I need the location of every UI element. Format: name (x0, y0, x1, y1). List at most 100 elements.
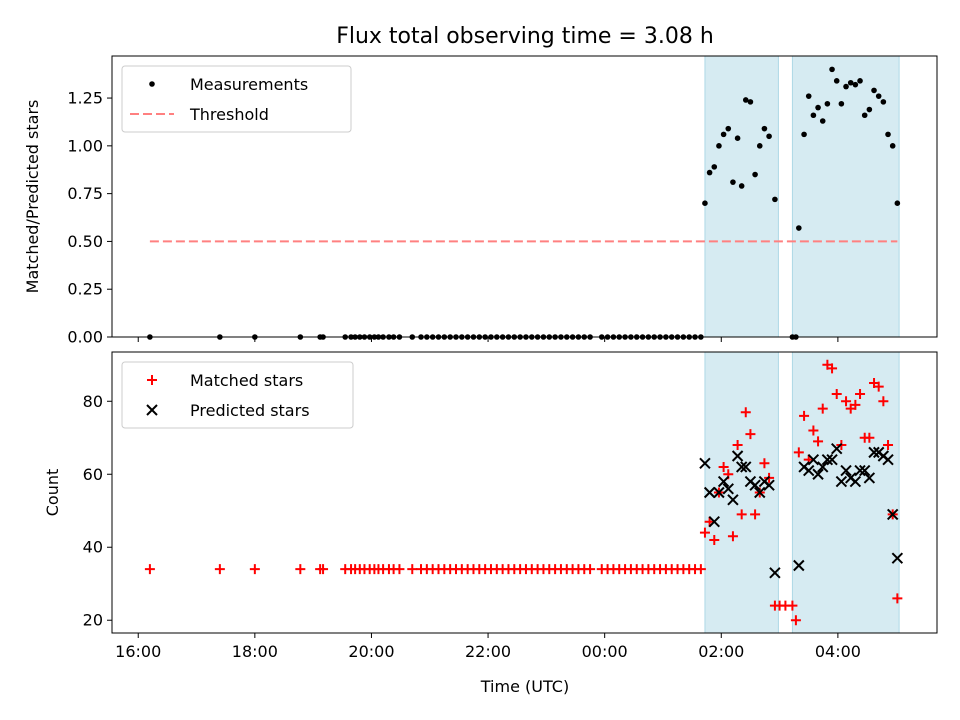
measurement-point (711, 164, 718, 170)
matched-stars-point (214, 564, 225, 575)
matched-stars-point (831, 388, 842, 399)
x-axis-label: Time (UTC) (480, 677, 569, 696)
measurement-point (819, 118, 826, 124)
matched-stars-point (813, 436, 824, 447)
matched-stars-point (144, 564, 155, 575)
count-panel-y-tick-label: 20 (83, 611, 103, 630)
measurement-point (824, 100, 831, 107)
matched-stars-point (892, 593, 903, 604)
ratio-panel-x-ticks (137, 337, 839, 342)
x-tick-label: 02:00 (698, 642, 744, 661)
predicted-stars-point (763, 479, 775, 491)
predicted-stars-point (749, 479, 761, 491)
matched-stars-point (394, 564, 405, 575)
count-panel-shaded-interval (791, 351, 900, 634)
measurement-point (747, 99, 754, 105)
matched-stars-point (841, 396, 852, 407)
measurement-point (894, 200, 901, 206)
predicted-stars-point (708, 515, 720, 528)
ratio-panel-y-tick-label: 0.25 (67, 280, 103, 299)
matched-stars-point (787, 600, 798, 611)
measurement-point (716, 143, 722, 149)
measurement-point (720, 131, 727, 138)
matched-stars-point (864, 432, 875, 443)
measurement-point (734, 135, 741, 141)
count-panel-shaded-intervals (704, 351, 900, 634)
ratio-panel-y-tick-label: 0.00 (67, 328, 103, 347)
measurement-point (761, 125, 768, 132)
matched-stars-point (249, 564, 260, 575)
predicted-stars-point (769, 567, 781, 579)
ratio-panel-y-tick-label: 1.25 (67, 89, 103, 108)
predicted-stars-point (717, 475, 730, 488)
matched-stars-point (808, 425, 819, 436)
x-tick-label: 04:00 (815, 642, 861, 661)
matched-stars-point (585, 564, 596, 575)
predicted-stars-point (731, 450, 744, 462)
matched-stars-point (883, 440, 894, 451)
matched-stars-point (790, 615, 801, 626)
matched-stars-point (793, 447, 804, 458)
predicted-stars-point (835, 475, 848, 488)
predicted-stars-point (699, 457, 711, 470)
measurement-point (861, 112, 868, 119)
predicted-stars-point (807, 453, 820, 466)
measurement-point (838, 100, 845, 107)
predicted-stars-point (722, 483, 734, 495)
measurement-point (772, 196, 778, 203)
ratio-panel-legend: Measurements Threshold (121, 65, 352, 133)
legend-label: Threshold (189, 105, 269, 124)
count-panel-y-ticks: 20 40 60 80 (83, 392, 112, 630)
measurement-point (756, 143, 763, 149)
figure-title: Flux total observing time = 3.08 h (336, 24, 714, 49)
ratio-panel-y-ticks: 0.00 0.25 0.50 0.75 1.00 1.25 (67, 89, 112, 347)
measurement-point (810, 112, 817, 119)
predicted-stars-point (849, 475, 862, 488)
predicted-stars-point (840, 464, 852, 477)
matched-stars-point (740, 407, 751, 418)
count-panel-marks (144, 359, 904, 626)
predicted-stars-point (821, 453, 834, 466)
count-panel-legend: Matched stars Predicted stars (121, 361, 354, 429)
predicted-stars-point (803, 464, 815, 477)
predicted-stars-point (740, 461, 752, 473)
predicted-stars-point (826, 453, 838, 466)
matched-stars-point (759, 458, 770, 469)
measurement-point (871, 87, 877, 94)
count-panel-y-tick-label: 80 (83, 392, 103, 411)
predicted-stars-point (868, 446, 880, 459)
matched-stars-point (873, 381, 884, 392)
measurement-point (805, 93, 812, 99)
legend-label: Matched stars (190, 371, 303, 390)
x-tick-label: 20:00 (348, 642, 394, 661)
measurement-point (829, 66, 835, 73)
measurement-point (766, 133, 772, 140)
matched-stars-point (407, 564, 418, 575)
predicted-stars-point (735, 461, 748, 473)
predicted-stars-point (713, 486, 725, 499)
ratio-panel-y-axis-label: Matched/Predicted stars (23, 100, 42, 294)
predicted-stars-point (703, 486, 716, 499)
measurement-point (843, 83, 849, 90)
matched-stars-point (318, 564, 329, 575)
predicted-stars-point (793, 559, 805, 572)
count-panel-legend-box (121, 361, 354, 429)
matched-stars-point (799, 410, 810, 421)
matched-stars-point (699, 527, 710, 538)
predicted-stars-point (854, 464, 866, 477)
measurement-point (885, 131, 891, 138)
ratio-panel: 0.00 0.25 0.50 0.75 1.00 1.25 Matched/Predict… (23, 55, 938, 347)
measurement-point (752, 171, 758, 178)
legend-label: Measurements (190, 75, 308, 94)
count-panel-y-tick-label: 40 (83, 538, 103, 557)
measurement-point (857, 78, 863, 84)
measurement-point (730, 179, 736, 185)
ratio-panel-shaded-intervals (704, 55, 900, 338)
predicted-stars-point (863, 472, 876, 484)
predicted-stars-point (886, 508, 899, 521)
ratio-panel-shaded-interval (704, 55, 779, 338)
ratio-panel-frame (111, 55, 938, 338)
ratio-panel-y-tick-label: 0.75 (67, 184, 103, 203)
matched-stars-point (855, 388, 866, 399)
matched-stars-point (878, 396, 889, 407)
